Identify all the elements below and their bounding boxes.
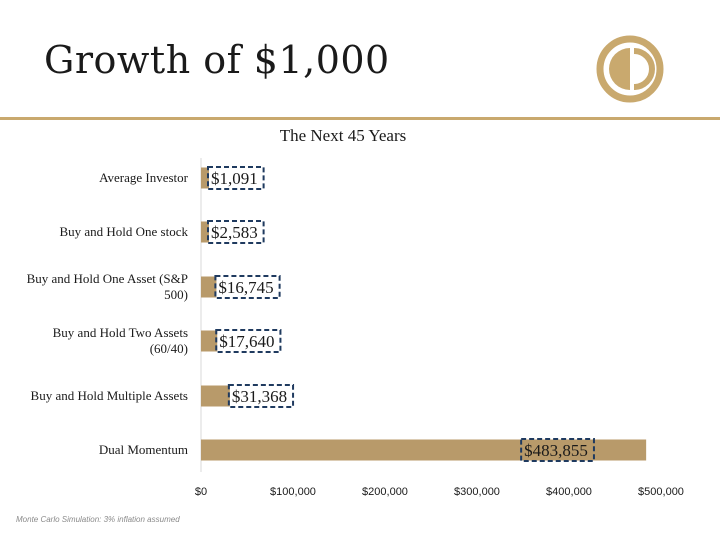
x-tick-label: $100,000 [270,486,316,498]
data-label-box [214,275,281,299]
data-label: $483,855 [524,441,588,460]
category-label: Buy and Hold Multiple Assets [31,388,188,403]
data-label-box [227,384,295,408]
gold-circle-logo-icon [596,35,664,103]
bar [201,439,647,461]
bar-chart: Average Investor $1,091 Buy and Hold One s… [27,158,684,498]
bar [201,221,209,243]
category-label: Buy and Hold One Asset (S&P 500) [27,271,188,302]
data-label-box [207,220,265,244]
category-label: Average Investor [99,170,189,185]
data-label-box [207,166,265,190]
data-label-box [215,329,282,353]
slide-title: Growth of $1,000 [44,38,390,82]
x-tick-label: $0 [195,486,207,498]
bar [201,330,218,352]
x-tick-label: $500,000 [638,486,684,498]
category-label: Buy and Hold One stock [59,224,188,239]
x-tick-label: $300,000 [454,486,500,498]
x-tick-label: $400,000 [546,486,592,498]
data-label: $31,368 [232,387,287,406]
chart-title: The Next 45 Years [279,126,407,145]
data-label: $1,091 [211,169,258,188]
x-tick-label: $200,000 [362,486,408,498]
data-label-box [520,438,595,462]
bar [201,276,217,298]
category-label: Buy and Hold Two Assets (60/40) [53,325,188,356]
footnote: Monte Carlo Simulation: 3% inflation ass… [16,515,180,524]
category-label: Dual Momentum [99,442,188,457]
bar [201,385,230,407]
bar [201,167,209,189]
title-divider [0,117,720,120]
data-label: $16,745 [218,278,273,297]
data-label: $2,583 [211,223,258,242]
data-label: $17,640 [219,332,274,351]
